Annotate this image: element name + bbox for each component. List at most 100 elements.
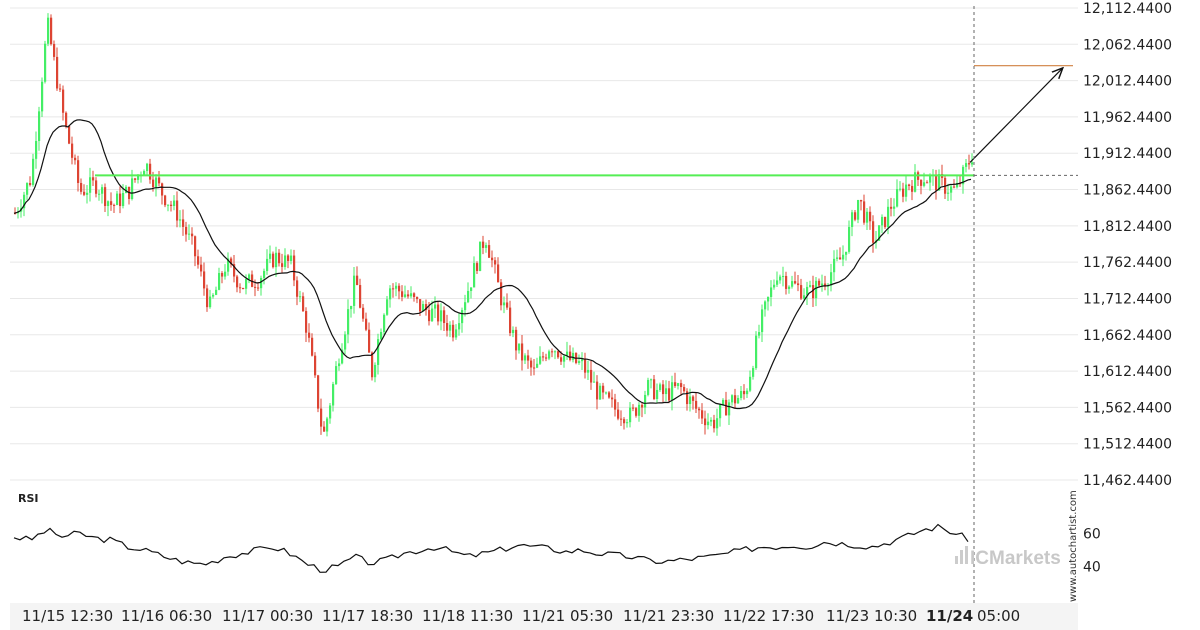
candle-body — [629, 407, 632, 423]
candle-body — [347, 309, 350, 335]
candle-body — [29, 183, 32, 185]
candle-body — [47, 17, 50, 44]
candle-body — [647, 379, 650, 395]
candle-body — [419, 299, 422, 312]
candle-body — [881, 216, 884, 226]
candle-body — [905, 184, 908, 197]
candle-body — [800, 285, 803, 299]
y-tick-label: 11,612.4400 — [1083, 364, 1172, 380]
candle-body — [638, 404, 641, 416]
candle-body — [218, 273, 221, 290]
candle-body — [515, 329, 518, 351]
candle-body — [98, 193, 101, 195]
candle-body — [926, 182, 929, 184]
candle-body — [554, 351, 557, 353]
candle-body — [23, 194, 26, 209]
candle-body — [512, 329, 515, 334]
candle-body — [704, 418, 707, 426]
candle-body — [602, 385, 605, 393]
candle-body — [773, 284, 776, 288]
candle-body — [473, 263, 476, 288]
candle-body — [710, 419, 713, 422]
brand-text: ICMarkets — [970, 548, 1061, 569]
candle-body — [464, 302, 467, 311]
candle-body — [308, 332, 311, 338]
candle-body — [920, 179, 923, 186]
candle-body — [587, 369, 590, 373]
candle-body — [725, 399, 728, 416]
x-tick-label: 11/21 23:30 — [623, 607, 714, 625]
candle-body — [746, 390, 749, 395]
candle-body — [365, 318, 368, 330]
candle-body — [377, 339, 380, 365]
candle-body — [794, 281, 797, 284]
candle-body — [449, 324, 452, 331]
candle-body — [41, 81, 44, 112]
x-tick-label: 11/23 10:30 — [826, 607, 917, 625]
candle-body — [200, 264, 203, 272]
candle-body — [203, 271, 206, 289]
candle-body — [404, 294, 407, 297]
candle-body — [335, 366, 338, 385]
candle-body — [251, 274, 254, 287]
candle-body — [62, 89, 65, 113]
rsi-label: RSI — [18, 492, 39, 505]
x-tick-label: 11/21 05:30 — [522, 607, 613, 625]
y-tick-label: 11,962.4400 — [1083, 110, 1172, 126]
candle-body — [467, 290, 470, 303]
candle-body — [803, 295, 806, 299]
candle-body — [476, 263, 479, 271]
candle-body — [371, 352, 374, 378]
candle-body — [122, 193, 125, 206]
rsi-tick-label: 60 — [1083, 526, 1101, 542]
candle-body — [329, 405, 332, 419]
candle-body — [716, 418, 719, 429]
candle-body — [137, 174, 140, 180]
candle-body — [740, 390, 743, 398]
candle-body — [146, 163, 149, 172]
x-axis-ticks: 11/15 12:30 11/16 06:30 11/17 00:30 11/17 1… — [22, 607, 1020, 625]
candle-body — [491, 257, 494, 261]
candle-body — [38, 111, 41, 142]
candle-body — [443, 310, 446, 324]
candle-body — [113, 204, 116, 206]
candle-body — [26, 183, 29, 195]
candle-body — [971, 162, 974, 165]
candle-body — [350, 305, 353, 310]
candle-body — [107, 201, 110, 207]
candle-body — [134, 178, 137, 180]
candle-body — [233, 264, 236, 277]
candle-body — [965, 163, 968, 167]
candle-body — [191, 233, 194, 237]
candle-body — [539, 356, 542, 364]
candle-body — [668, 388, 671, 401]
candle-body — [71, 143, 74, 158]
candle-body — [428, 310, 431, 322]
candle-body — [275, 252, 278, 268]
candle-body — [497, 264, 500, 283]
candle-body — [644, 394, 647, 408]
candle-body — [458, 323, 461, 330]
candle-body — [50, 17, 53, 45]
candle-body — [938, 174, 941, 191]
candle-body — [884, 216, 887, 228]
candle-body — [563, 355, 566, 362]
candle-body — [860, 200, 863, 202]
candle-body — [590, 369, 593, 383]
candle-body — [389, 288, 392, 300]
x-tick-label: 11/17 00:30 — [222, 607, 313, 625]
candle-body — [185, 226, 188, 235]
candle-body — [362, 307, 365, 319]
candle-body — [836, 257, 839, 259]
candle-body — [599, 385, 602, 400]
candle-body — [485, 245, 488, 248]
candle-body — [728, 402, 731, 416]
candle-body — [311, 337, 314, 356]
candle-body — [782, 275, 785, 277]
candle-body — [392, 288, 395, 290]
candle-body — [503, 302, 506, 306]
candle-body — [269, 253, 272, 259]
candle-body — [842, 254, 845, 260]
candle-body — [953, 186, 956, 188]
